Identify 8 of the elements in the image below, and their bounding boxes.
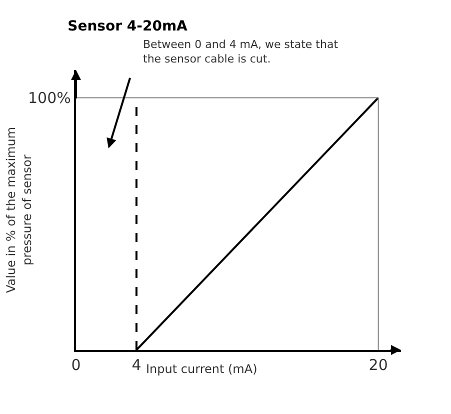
y-axis-title: Value in % of the maximum pressure of sensor bbox=[4, 126, 34, 294]
annotation: 100% bbox=[28, 89, 71, 107]
x-axis-title: Input current (mA) bbox=[146, 362, 258, 376]
x-tick-label: 20 bbox=[368, 356, 388, 374]
text: Between 0 and 4 mA, we state that the sensor cable is cut. bbox=[143, 38, 339, 66]
x-tick-label: 4 bbox=[132, 356, 142, 374]
chart-title: Sensor 4-20mA bbox=[68, 18, 188, 34]
x-tick-label: 0 bbox=[71, 356, 81, 374]
